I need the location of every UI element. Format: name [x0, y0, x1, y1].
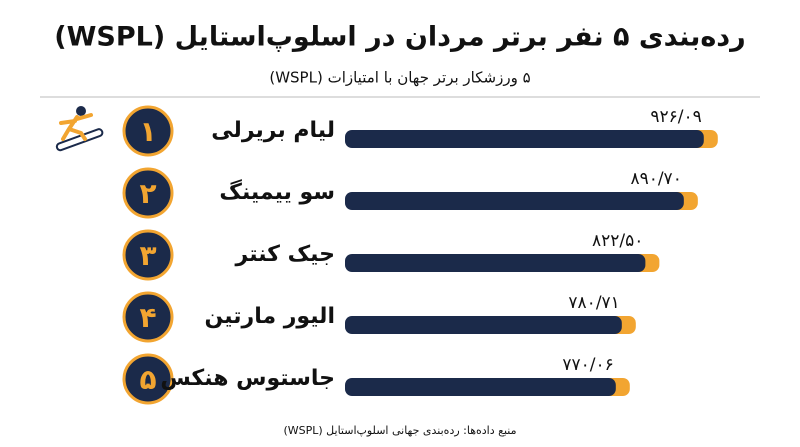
bar [345, 378, 616, 396]
bar [345, 316, 622, 334]
rank-label: ۱ [139, 115, 156, 148]
rank-badge [122, 353, 174, 405]
rank-badge [122, 229, 174, 281]
bar [345, 192, 684, 210]
rank-label: ۲ [139, 177, 156, 210]
chart-title: رده‌بندی ۵ نفر برتر مردان در اسلوپ‌استای… [54, 22, 745, 53]
value-label: ۸۹۰/۷۰ [630, 169, 681, 189]
bar [345, 254, 646, 272]
value-label: ۸۲۲/۵۰ [592, 231, 643, 251]
category-label: لیام بریرلی [211, 118, 335, 143]
value-label: ۷۷۰/۰۶ [562, 355, 613, 375]
rank-label: ۳ [139, 239, 156, 272]
rank-badge [122, 291, 174, 343]
rank-label: ۴ [139, 301, 156, 334]
bar [345, 130, 704, 148]
snowboarder-icon [55, 106, 104, 152]
category-label: سو ییمینگ [219, 178, 335, 205]
value-label: ۹۲۶/۰۹ [650, 107, 701, 127]
rank-badge [122, 105, 174, 157]
value-label: ۷۸۰/۷۱ [568, 293, 619, 313]
category-label: الیور مارتین [205, 304, 336, 329]
rank-badge [122, 167, 174, 219]
chart-subtitle: ۵ ورزشکار برتر جهان با امتیازات (WSPL) [269, 69, 530, 87]
category-label: جاستوس هنکس [160, 366, 335, 391]
source: منبع داده‌ها: رده‌بندی جهانی اسلوپ‌استای… [283, 424, 516, 437]
rank-label: ۵ [139, 363, 156, 396]
category-label: جیک کنتر [235, 242, 335, 267]
